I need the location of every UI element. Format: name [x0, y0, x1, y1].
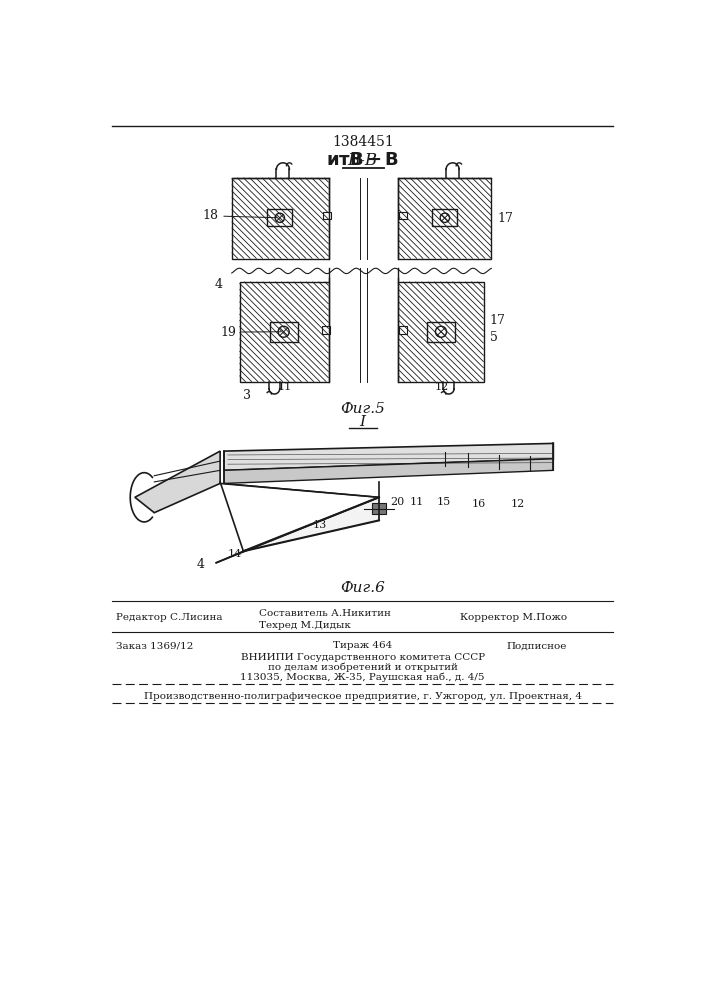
Text: Составитель А.Никитин: Составитель А.Никитин — [259, 609, 391, 618]
Text: I: I — [360, 415, 366, 429]
Text: ВНИИПИ Государственного комитета СССР: ВНИИПИ Государственного комитета СССР — [240, 653, 485, 662]
Text: 12: 12 — [435, 381, 449, 391]
Polygon shape — [433, 209, 457, 226]
Text: 11: 11 — [410, 497, 424, 507]
Polygon shape — [135, 451, 220, 513]
Polygon shape — [267, 209, 292, 226]
Polygon shape — [399, 212, 407, 219]
Polygon shape — [224, 459, 554, 483]
Text: 4: 4 — [197, 558, 205, 571]
Polygon shape — [322, 326, 330, 334]
Polygon shape — [427, 322, 455, 342]
Text: Заказ 1369/12: Заказ 1369/12 — [115, 641, 193, 650]
Text: Фиг.6: Фиг.6 — [340, 581, 385, 595]
Text: Тираж 464: Тираж 464 — [333, 641, 392, 650]
Text: Корректор М.Пожо: Корректор М.Пожо — [460, 613, 568, 622]
Text: 19: 19 — [220, 326, 281, 339]
Text: 5: 5 — [490, 331, 498, 344]
Polygon shape — [372, 503, 386, 514]
Text: 18: 18 — [202, 209, 277, 222]
Polygon shape — [243, 497, 379, 551]
Text: $\bfит{В-В}$: $\bfит{В-В}$ — [326, 151, 399, 169]
Text: Производственно-полиграфическое предприятие, г. Ужгород, ул. Проектная, 4: Производственно-полиграфическое предприя… — [144, 692, 582, 701]
Text: 1384451: 1384451 — [332, 135, 394, 149]
Text: 11: 11 — [277, 381, 292, 391]
Polygon shape — [224, 443, 554, 470]
Text: 14: 14 — [228, 549, 242, 559]
Text: 13: 13 — [313, 520, 327, 530]
Text: 20: 20 — [391, 497, 405, 507]
Polygon shape — [399, 326, 407, 334]
Text: Техред М.Дидык: Техред М.Дидык — [259, 620, 351, 630]
Text: 3: 3 — [243, 389, 252, 402]
Text: Подписное: Подписное — [507, 641, 567, 650]
Text: 113035, Москва, Ж-35, Раушская наб., д. 4/5: 113035, Москва, Ж-35, Раушская наб., д. … — [240, 673, 485, 682]
Text: по делам изобретений и открытий: по делам изобретений и открытий — [268, 663, 457, 672]
Text: 4: 4 — [215, 278, 223, 291]
Text: 17: 17 — [490, 314, 506, 327]
Polygon shape — [323, 212, 331, 219]
Text: 16: 16 — [472, 499, 486, 509]
Text: Редактор С.Лисина: Редактор С.Лисина — [115, 613, 222, 622]
Text: 15: 15 — [437, 497, 451, 507]
Text: 17: 17 — [498, 212, 513, 225]
Polygon shape — [270, 322, 298, 342]
Text: В-В: В-В — [348, 152, 378, 169]
Text: 12: 12 — [510, 499, 525, 509]
Text: Фиг.5: Фиг.5 — [340, 402, 385, 416]
